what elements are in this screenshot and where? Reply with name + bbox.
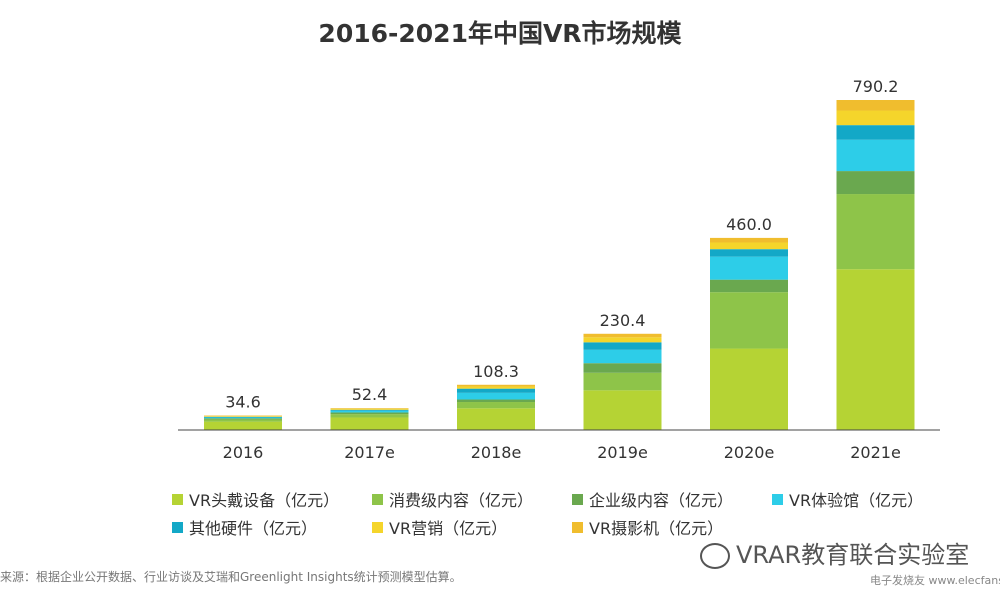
- bar-segment-2016-s6: [204, 415, 282, 417]
- legend-swatch: [172, 521, 183, 533]
- legend-label: VR摄影机（亿元）: [589, 519, 724, 538]
- chart-title: 2016-2021年中国VR市场规模: [318, 19, 682, 48]
- bar-segment-2019e-s0: [583, 390, 662, 430]
- legend-label: VR头戴设备（亿元）: [189, 491, 340, 510]
- bar-segment-2021e-s2: [836, 171, 915, 195]
- legend-label: 其他硬件（亿元）: [189, 519, 318, 538]
- total-labels: 34.6 52.4 108.3 230.4 460.0 790.2: [225, 77, 898, 412]
- bar-segment-2021e-s0: [836, 269, 915, 430]
- bar-segment-2018e-s1: [457, 402, 535, 409]
- stacked-bar-chart: 2016 2017e 2018e 2019e 2020e 2021e 34.6 52.4 10…: [178, 77, 940, 462]
- bar-segment-2021e-s3: [836, 139, 915, 172]
- x-tick-label: 2016: [223, 443, 264, 462]
- watermark: VRAR教育联合实验室: [700, 535, 969, 570]
- bar-segment-2017e-s4: [330, 409, 409, 411]
- bar-segment-2020e-s5: [710, 242, 788, 250]
- bar-segment-2021e-s4: [836, 125, 915, 140]
- legend-item: VR营销（亿元）: [372, 515, 507, 539]
- bar-segment-2020e-s4: [710, 249, 788, 257]
- total-label: 52.4: [352, 385, 388, 404]
- bar-segment-2016-s3: [204, 417, 282, 419]
- bar-segment-2019e-s4: [583, 342, 662, 350]
- legend-swatch: [572, 493, 583, 505]
- bar-segment-2018e-s6: [457, 384, 535, 387]
- bar-segment-2020e-s6: [710, 237, 788, 243]
- legend-item: 其他硬件（亿元）: [172, 515, 317, 539]
- bar-segment-2018e-s3: [457, 392, 535, 400]
- bar-segment-2017e-s0: [330, 417, 409, 430]
- watermark-subtext: 电子发烧友 www.elecfans.com: [870, 574, 1000, 587]
- bar-segment-2017e-s3: [330, 410, 409, 413]
- bar-segment-2020e-s3: [710, 256, 788, 280]
- x-tick-label: 2017e: [344, 443, 395, 462]
- bar-segment-2017e-s5: [330, 408, 409, 410]
- x-tick-label: 2018e: [471, 443, 522, 462]
- bar-segment-2017e-s6: [330, 408, 409, 409]
- total-label: 108.3: [473, 362, 519, 381]
- bars-group: [204, 100, 915, 430]
- legend-label: VR营销（亿元）: [389, 519, 508, 538]
- legend-swatch: [172, 493, 183, 505]
- bar-segment-2016-s5: [204, 416, 282, 417]
- total-label: 460.0: [726, 215, 772, 234]
- bar-segment-2019e-s6: [583, 333, 662, 338]
- bar-segment-2020e-s1: [710, 292, 788, 349]
- x-tick-label: 2020e: [724, 443, 775, 462]
- legend-label: 企业级内容（亿元）: [589, 491, 734, 510]
- bar-segment-2021e-s6: [836, 100, 915, 111]
- bar-segment-2018e-s4: [457, 388, 535, 393]
- legend-swatch: [372, 521, 383, 533]
- x-tick-label: 2019e: [597, 443, 648, 462]
- legend-item: 消费级内容（亿元）: [372, 487, 533, 511]
- x-tick-label: 2021e: [850, 443, 901, 462]
- bar-segment-2018e-s5: [457, 386, 535, 389]
- total-label: 790.2: [853, 77, 899, 96]
- bar-segment-2017e-s2: [330, 412, 409, 415]
- bar-segment-2016-s1: [204, 419, 282, 422]
- bar-segment-2021e-s1: [836, 194, 915, 270]
- bar-segment-2020e-s0: [710, 348, 788, 430]
- bar-segment-2019e-s1: [583, 372, 662, 391]
- legend-label: VR体验馆（亿元）: [789, 491, 924, 510]
- bar-segment-2021e-s5: [836, 110, 915, 126]
- bar-segment-2018e-s0: [457, 408, 535, 430]
- legend-swatch: [572, 521, 583, 533]
- bar-segment-2019e-s2: [583, 363, 662, 373]
- watermark-text: VRAR教育联合实验室: [736, 541, 970, 569]
- total-label: 230.4: [600, 311, 646, 330]
- bar-segment-2016-s4: [204, 416, 282, 418]
- bar-segment-2016-s2: [204, 418, 282, 420]
- bar-segment-2020e-s2: [710, 279, 788, 293]
- bar-segment-2019e-s3: [583, 349, 662, 364]
- legend-label: 消费级内容（亿元）: [389, 491, 534, 510]
- legend-item: VR体验馆（亿元）: [772, 487, 923, 511]
- bar-segment-2019e-s5: [583, 337, 662, 343]
- total-label: 34.6: [225, 393, 261, 412]
- legend-swatch: [772, 493, 783, 505]
- legend-swatch: [372, 493, 383, 505]
- legend-item: 企业级内容（亿元）: [572, 487, 733, 511]
- wechat-icon: [700, 543, 730, 569]
- bar-segment-2017e-s1: [330, 414, 409, 418]
- x-tick-labels: 2016 2017e 2018e 2019e 2020e 2021e: [223, 443, 901, 462]
- bar-segment-2016-s0: [204, 421, 282, 430]
- bar-segment-2018e-s2: [457, 399, 535, 403]
- legend-item: VR头戴设备（亿元）: [172, 487, 339, 511]
- legend-item: VR摄影机（亿元）: [572, 515, 723, 539]
- source-note: 来源：根据企业公开数据、行业访谈及艾瑞和Greenlight Insights统…: [0, 570, 462, 584]
